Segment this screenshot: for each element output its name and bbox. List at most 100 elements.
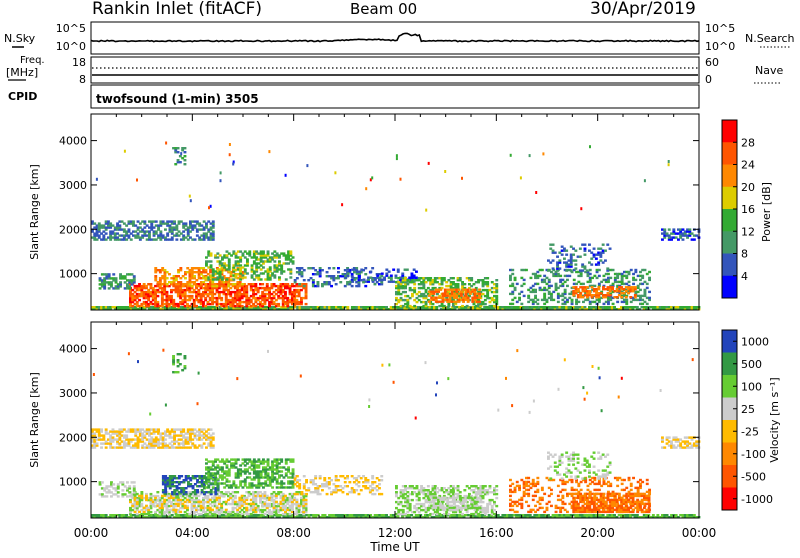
heatmap-cell [317, 281, 320, 283]
heatmap-cell [604, 259, 607, 261]
heatmap-cell [371, 267, 374, 269]
heatmap-cell [516, 283, 519, 285]
heatmap-cell [644, 179, 646, 182]
heatmap-cell [248, 495, 251, 497]
heatmap-cell [558, 259, 561, 261]
heatmap-cell [220, 505, 223, 507]
heatmap-cell [261, 283, 264, 285]
heatmap-cell [170, 295, 173, 297]
heatmap-cell [369, 271, 372, 273]
heatmap-cell [193, 503, 196, 505]
heatmap-cell [395, 275, 398, 277]
heatmap-cell [347, 273, 350, 275]
heatmap-cell [128, 228, 131, 230]
heatmap-cell [226, 464, 229, 466]
heatmap-cell [212, 220, 215, 222]
heatmap-cell [566, 279, 569, 281]
heatmap-cell [565, 269, 568, 271]
heatmap-cell [330, 285, 333, 287]
heatmap-cell [351, 285, 354, 287]
heatmap-cell [598, 275, 601, 277]
heatmap-cell [232, 480, 235, 482]
heatmap-cell [193, 275, 196, 277]
heatmap-cell [561, 254, 564, 256]
heatmap-cell [124, 150, 126, 153]
heatmap-cell [514, 297, 517, 299]
heatmap-cell [564, 289, 567, 291]
heatmap-cell [425, 209, 427, 212]
heatmap-cell [245, 507, 248, 509]
freq-top-tick-right: 60 [705, 56, 719, 69]
heatmap-cell [289, 268, 292, 270]
heatmap-cell [452, 277, 455, 279]
heatmap-cell [339, 281, 342, 283]
heatmap-cell [262, 250, 265, 252]
heatmap-cell [609, 248, 612, 250]
heatmap-cell [119, 281, 122, 283]
heatmap-cell [188, 513, 191, 515]
heatmap-cell [586, 286, 589, 288]
heatmap-cell [396, 154, 398, 157]
heatmap-cell [194, 238, 197, 240]
heatmap-cell [166, 277, 169, 279]
heatmap-cell [542, 152, 544, 155]
heatmap-cell [259, 495, 262, 497]
heatmap-cell [227, 511, 230, 513]
heatmap-cell [534, 289, 537, 291]
heatmap-cell [180, 152, 182, 155]
heatmap-cell [275, 501, 278, 503]
heatmap-cell [267, 458, 270, 460]
heatmap-cell [588, 244, 591, 246]
heatmap-cell [143, 511, 146, 513]
heatmap-cell [574, 259, 577, 261]
heatmap-cell [457, 283, 460, 285]
heatmap-cell [184, 277, 187, 279]
heatmap-cell [218, 497, 221, 499]
heatmap-cell [257, 509, 260, 511]
heatmap-cell [108, 273, 111, 275]
heatmap-cell [413, 305, 416, 307]
heatmap-cell [164, 228, 167, 230]
heatmap-cell [296, 277, 299, 279]
heatmap-cell [292, 256, 295, 258]
heatmap-cell [354, 279, 357, 281]
heatmap-cell [185, 222, 188, 224]
heatmap-cell [150, 511, 153, 513]
heatmap-cell [495, 279, 498, 281]
heatmap-cell [229, 153, 231, 156]
heatmap-cell [163, 499, 166, 501]
heatmap-cell [180, 475, 183, 477]
heatmap-cell [432, 303, 435, 305]
heatmap-cell [334, 171, 336, 174]
noise-top-tick-left: 10^5 [56, 22, 86, 35]
heatmap-cell [136, 499, 139, 501]
heatmap-cell [221, 466, 224, 468]
heatmap-cell [241, 283, 244, 285]
noise-sky-trace [91, 33, 699, 41]
heatmap-cell [295, 499, 298, 501]
heatmap-cell [428, 162, 430, 165]
cpid-label: CPID [8, 90, 37, 103]
heatmap-cell [439, 289, 442, 291]
heatmap-cell [511, 269, 514, 271]
heatmap-cell [486, 277, 489, 279]
heatmap-cell [220, 179, 222, 182]
heatmap-cell [177, 151, 180, 153]
heatmap-cell [321, 269, 324, 271]
y-tick-label: 3000 [59, 179, 87, 192]
heatmap-cell [154, 275, 157, 277]
heatmap-cell [444, 170, 446, 173]
noise-top-tick-right: 10^5 [705, 22, 735, 35]
heatmap-cell [133, 275, 136, 277]
heatmap-cell [478, 289, 481, 291]
heatmap-cell [260, 278, 263, 280]
heatmap-cell [589, 145, 591, 148]
heatmap-cell [589, 269, 592, 271]
heatmap-cell [136, 179, 138, 182]
date-title: 30/Apr/2019 [590, 0, 696, 19]
heatmap-cell [134, 511, 137, 513]
heatmap-cell [648, 291, 651, 293]
heatmap-cell [130, 238, 133, 240]
heatmap-cell [306, 164, 308, 167]
heatmap-cell [179, 161, 182, 163]
